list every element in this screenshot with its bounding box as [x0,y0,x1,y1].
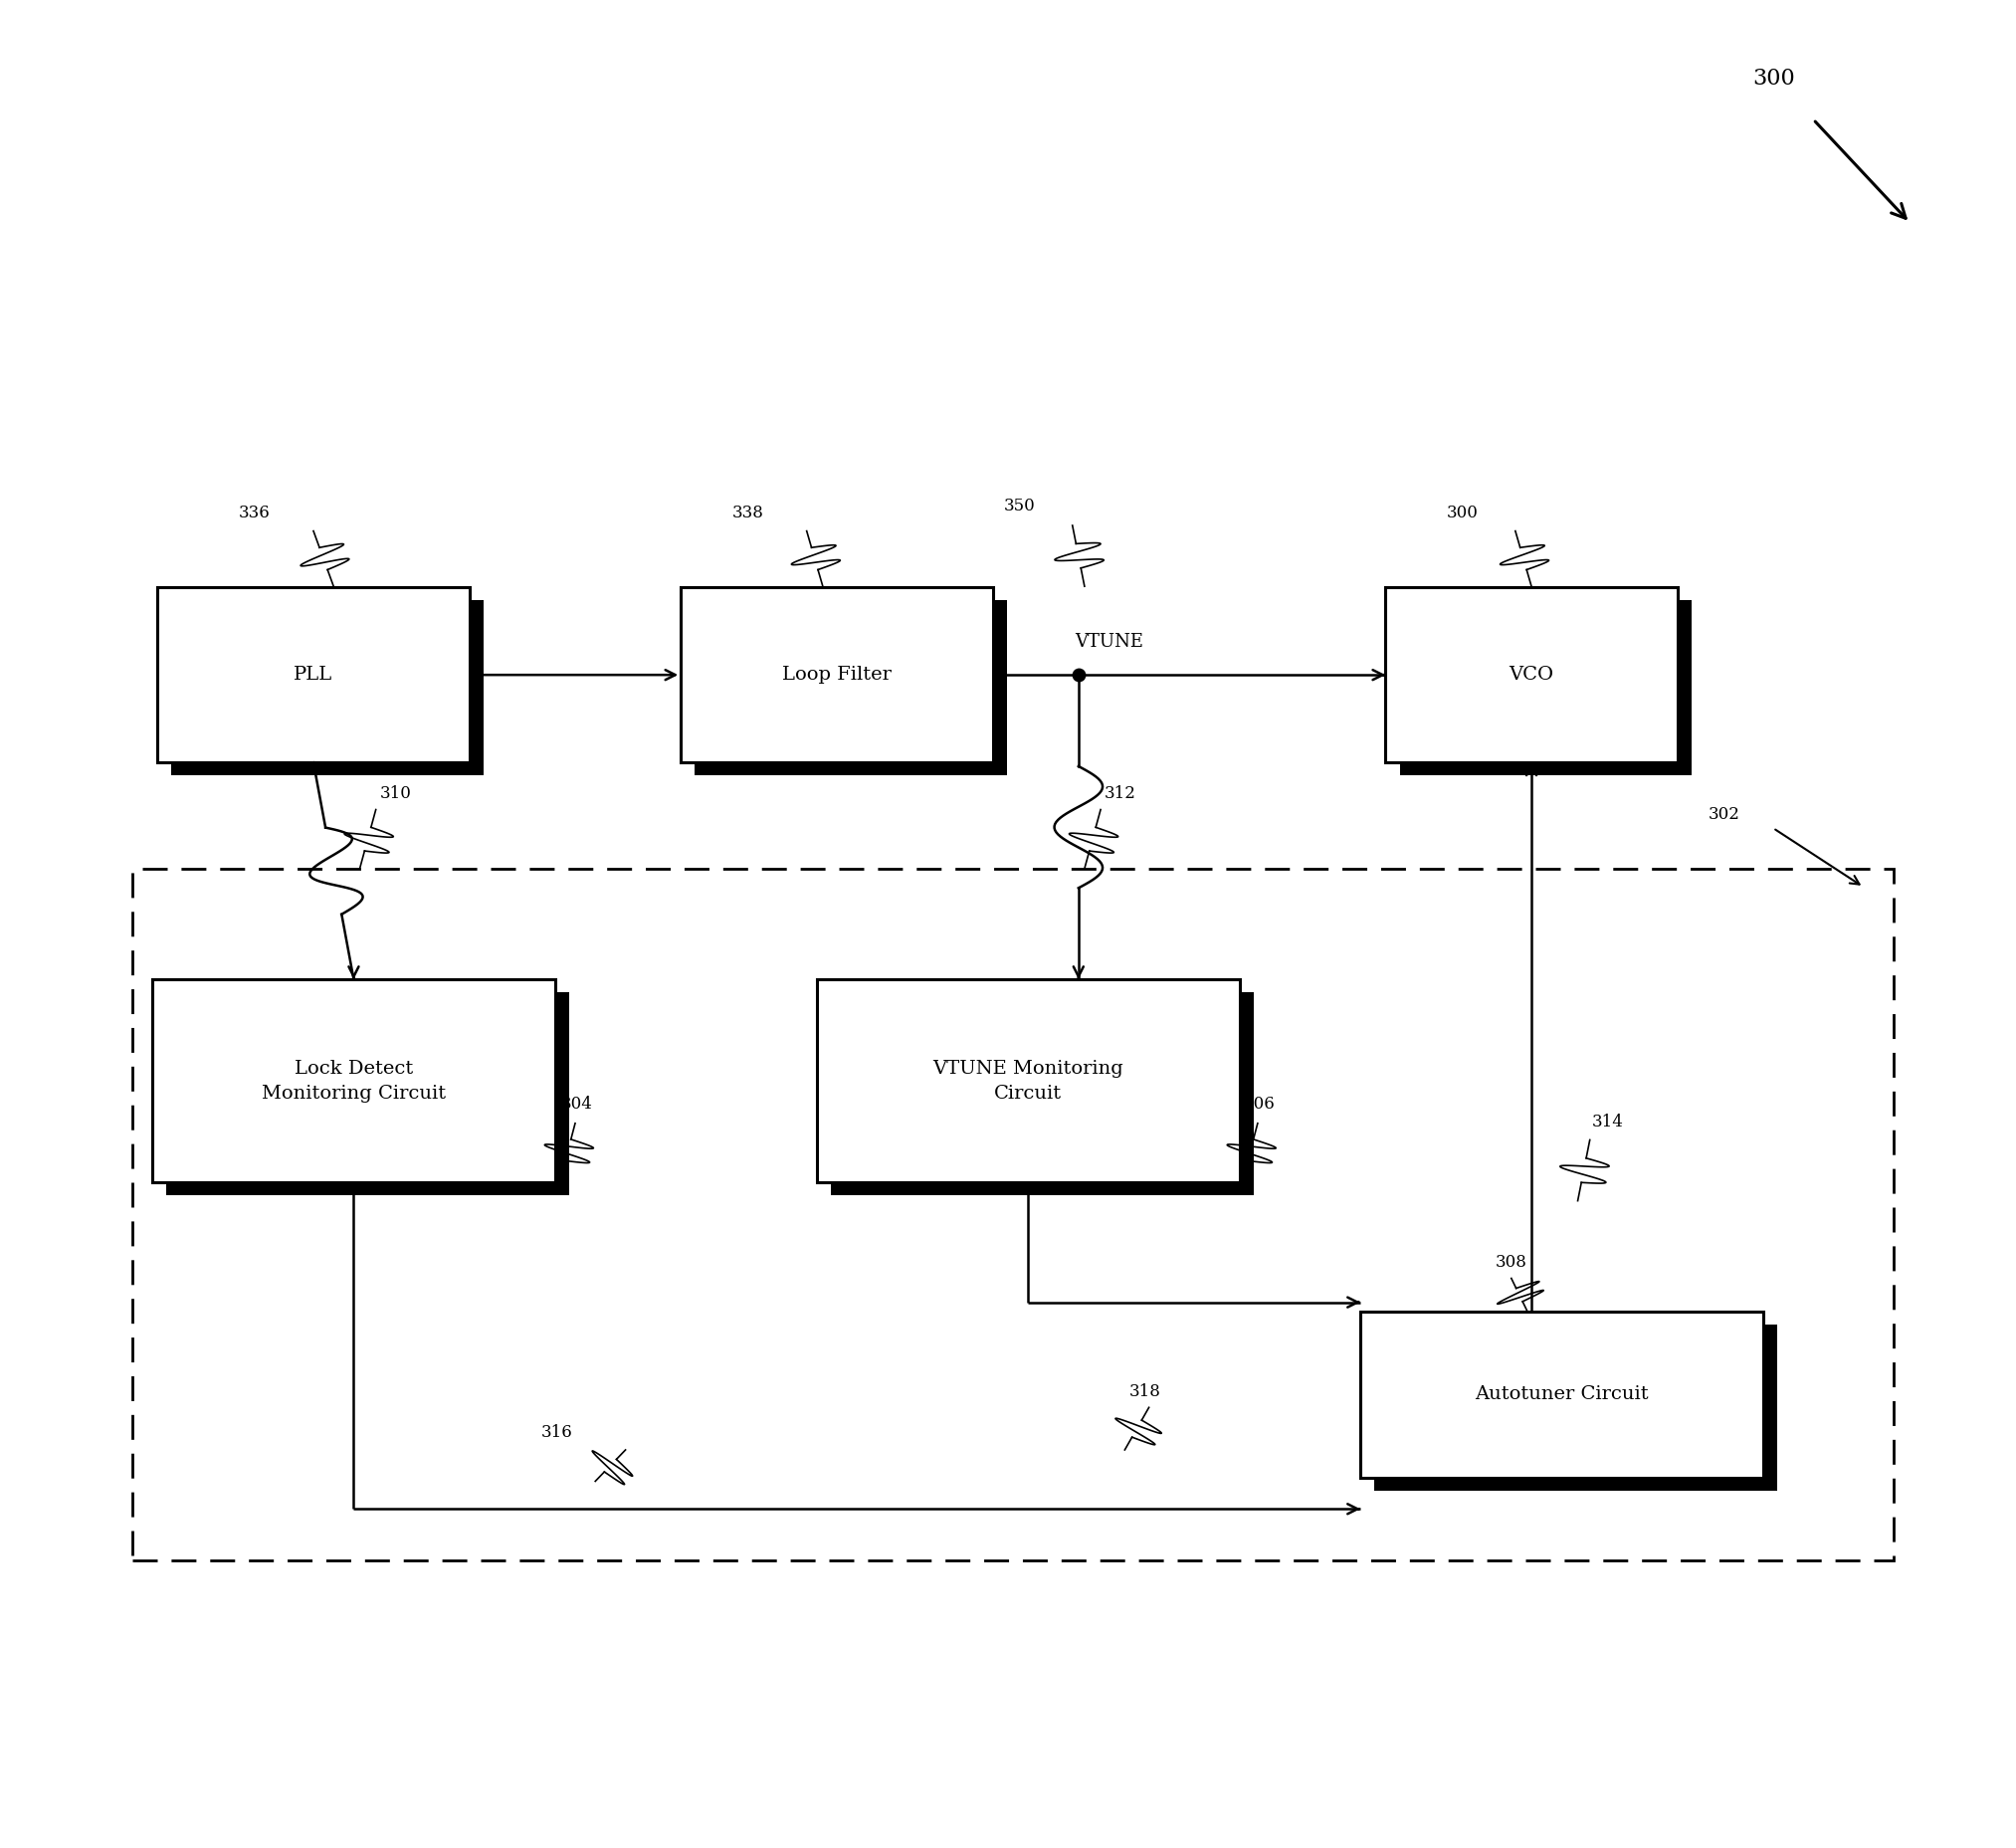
Text: VTUNE: VTUNE [1075,634,1143,650]
Text: 300: 300 [1752,68,1796,91]
Text: Autotuner Circuit: Autotuner Circuit [1476,1386,1649,1403]
Text: 310: 310 [379,785,411,802]
Bar [133,869,1893,1560]
Text: VTUNE Monitoring
Circuit: VTUNE Monitoring Circuit [933,1059,1123,1101]
Text: 338: 338 [732,505,764,521]
Bar [153,979,554,1183]
Bar [831,992,1254,1196]
Text: 318: 318 [1129,1382,1161,1401]
Text: VCO: VCO [1510,665,1554,684]
Text: 336: 336 [240,505,270,521]
Text: 312: 312 [1105,785,1137,802]
Bar [816,979,1240,1183]
Text: 350: 350 [1004,497,1036,514]
Text: PLL: PLL [294,665,333,684]
Bar [1399,601,1691,776]
Text: Loop Filter: Loop Filter [782,665,891,684]
Bar [167,992,569,1196]
Text: 314: 314 [1593,1114,1623,1131]
Text: 304: 304 [560,1096,593,1112]
Bar [1375,1325,1776,1491]
Bar [1361,1312,1762,1478]
Text: 316: 316 [540,1423,573,1441]
Bar [696,601,1008,776]
Bar [157,588,470,763]
Text: 300: 300 [1447,505,1478,521]
Text: 306: 306 [1244,1096,1276,1112]
Bar [1385,588,1677,763]
Text: 308: 308 [1496,1255,1526,1271]
Bar [171,601,484,776]
Text: Lock Detect
Monitoring Circuit: Lock Detect Monitoring Circuit [262,1059,446,1101]
Bar [681,588,994,763]
Text: 302: 302 [1710,806,1740,822]
